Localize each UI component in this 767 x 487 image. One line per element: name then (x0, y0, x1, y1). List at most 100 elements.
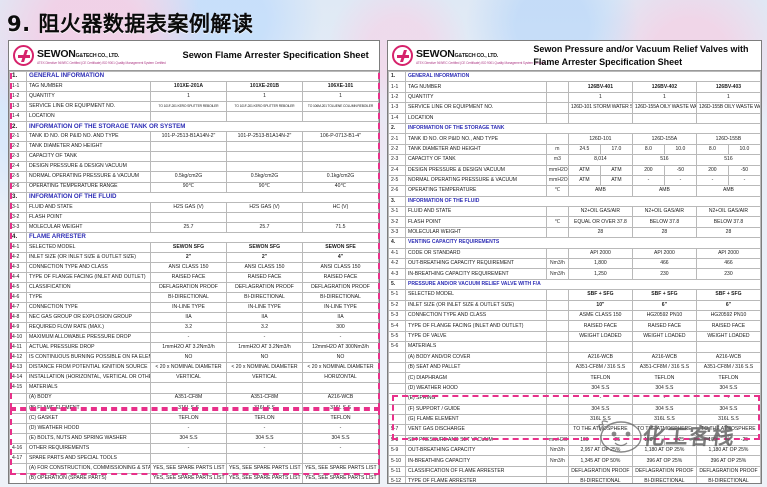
row-value-1: VERTICAL (150, 372, 227, 384)
spec-row: 1-4 LOCATION (388, 112, 761, 124)
row-label: TYPE OF VALVE (405, 330, 547, 343)
spec-row: 5-2 INLET SIZE (OR INLET SIZE & OUTLET SI… (388, 299, 761, 312)
row-label: MAXIMUM ALLOWABLE PRESSURE DROP (26, 332, 151, 344)
row-value-1: NOT APPLICABLE (150, 482, 227, 483)
spec-row: 5-1 SELECTED MODEL SBF + SFG SBF + SFG SBF +… (388, 289, 761, 301)
sheet-title-line2: Flame Arrester Specification Sheet (533, 56, 683, 67)
row-value-1: 25.7 (150, 221, 227, 233)
row-label: NEC GAS GROUP OR EXPLOSION GROUP (26, 312, 151, 324)
row-value-3: A351-CF8M / 316 S.S (695, 361, 761, 374)
row-unit (545, 476, 569, 483)
row-value-3: 316L S.S (302, 402, 379, 414)
spec-row: 2-2 TANK DIAMETER AND HEIGHT (9, 141, 379, 153)
row-value-2: ANSI CLASS 150 (226, 261, 303, 273)
row-label: OUT-BREATHING CAPACITY (405, 445, 547, 457)
row-value-2: < 20 x NOMINAL DIAMETER (226, 362, 303, 374)
row-value-1: TO 101F-201 KERO SPLITTER REBOILER (150, 101, 227, 113)
spec-row: (C) GASKET TEFLON TEFLON TEFLON (9, 412, 379, 424)
row-number: 5-12 (388, 476, 406, 483)
logo-sub: G&TECH CO., LTD. (454, 53, 499, 60)
row-value-3: HORIZONTAL (302, 372, 379, 384)
spec-row: 4-10 MAXIMUM ALLOWABLE PRESSURE DROP - - - (9, 332, 379, 344)
row-unit (545, 289, 569, 301)
row-label: SELECTED MODEL (405, 289, 547, 301)
row-label: CLASSIFICATION (26, 281, 151, 294)
row-number: 2-1 (388, 133, 406, 145)
sheet-header-left: SEWONG&TECH CO., LTD. ATEX Directive 94/… (9, 41, 379, 71)
spec-row: 4-6 TYPE BI-DIRECTIONAL BI-DIRECTIONAL BI-DI… (9, 292, 379, 304)
spec-row: 2-1 TANK ID NO. OR P&ID NO., AND TYPE 126D… (388, 133, 761, 145)
row-value-3 (302, 111, 379, 123)
row-number: 1-2 (388, 91, 406, 104)
row-number: 3-3 (388, 226, 406, 239)
spec-row: 3-1 FLUID AND STATE H2S GAS (V) H2S GAS (V)… (9, 201, 379, 213)
row-value-1: WEIGHT LOADED (567, 330, 633, 343)
row-value-3: 1 (302, 91, 379, 103)
row-label: DISTANCE FROM POTENTIAL IGNITION SOURCE (26, 362, 151, 374)
row-value-2: 230 (631, 268, 697, 280)
row-value-1: 10" (567, 299, 633, 312)
row-number: 1-3 (9, 101, 27, 113)
row-value-2 (226, 141, 303, 153)
row-value-2: N2+OIL GAS/AIR (631, 206, 697, 218)
row-unit (545, 320, 569, 332)
row-number (9, 482, 27, 483)
row-label: FLUID AND STATE (26, 201, 151, 213)
row-value-2: 2" (226, 251, 303, 263)
row-value-3: 71.5 (302, 221, 379, 233)
row-number (9, 422, 27, 434)
row-value-3: HC (V) (302, 201, 379, 213)
row-number: 4-11 (9, 342, 27, 354)
row-number: 2-2 (388, 143, 406, 156)
row-label: OUT-BREATHING CAPACITY REQUIREMENT (405, 258, 547, 270)
row-value-2 (226, 151, 303, 163)
row-value-2: 90℃ (226, 181, 303, 193)
row-label: (B) SEAT AND PALLET (405, 361, 547, 374)
row-label: CODE OR STANDARD (405, 247, 547, 260)
row-value-3: IN-LINE TYPE (302, 302, 379, 314)
row-value-1: 1,800 (567, 258, 633, 270)
row-value-1 (150, 382, 227, 394)
row-value-3: - (302, 332, 379, 344)
row-label: INLET SIZE (OR INLET SIZE & OUTLET SIZE) (405, 299, 547, 312)
row-number: 1-3 (388, 102, 406, 114)
row-value-1 (567, 341, 633, 353)
spec-row: 1-1 TAG NUMBER 126BV-401 126BV-402 126BV-403 (388, 81, 761, 93)
spec-row: 5-4 TYPE OF FLANGE FACING (INLET AND OUTL… (388, 320, 761, 332)
section-number: 3. (388, 195, 406, 208)
spec-section-row: 1. GENERAL INFORMATION (9, 70, 379, 83)
row-unit (545, 351, 569, 363)
flame-arrester-spec-sheet: SEWONG&TECH CO., LTD. ATEX Directive 94/… (8, 40, 380, 484)
row-value-1: 304 S.S (150, 432, 227, 444)
spec-row: (B) FLAME ELEMENT 316L S.S 316L S.S 316L S.… (9, 402, 379, 414)
row-value-2: YES, SEE SPARE PARTS LIST (226, 462, 303, 474)
row-value-3: TO 106M-201 TOLUENE COLUMN REBOILER (302, 101, 379, 113)
spec-row: 4-17 SPARE PARTS AND SPECIAL TOOLS (9, 452, 379, 464)
row-number: 1-2 (9, 91, 27, 103)
row-value-3: 6" (695, 299, 761, 312)
row-label: LOCATION (26, 111, 151, 123)
row-value-5: 200 (695, 164, 729, 176)
spec-row: 2-6 OPERATING TEMPERATURE RANGE 90℃ 90℃ 40℃ (9, 181, 379, 193)
spec-row: (C) DIAPHRAGM TEFLON TEFLON TEFLON (388, 372, 761, 384)
row-unit (545, 206, 569, 218)
row-label: SET PRESSURE AND SET VACUUM (405, 434, 547, 447)
row-value-3: ANSI CLASS 150 (302, 261, 379, 273)
row-label: TYPE OF FLAME ARRESTER (405, 476, 547, 483)
row-number: 4-2 (388, 258, 406, 270)
row-unit: m (545, 143, 569, 156)
row-label: (D) WEATHER HOOD (26, 422, 151, 434)
row-value-1: EQUAL OR OVER 37.8 (567, 216, 633, 228)
spec-row: 2-1 TANK ID NO. OR P&ID NO. AND TYPE 101-P… (9, 131, 379, 143)
row-value-3: DEFLAGRATION PROOF (302, 281, 379, 294)
row-value-1: 28 (567, 226, 633, 239)
row-value-2: HG20592 PN10 (631, 309, 697, 322)
row-value-2: - (226, 332, 303, 344)
row-value-1: N2+OIL GAS/AIR (567, 206, 633, 218)
row-number (388, 413, 406, 426)
row-label: CONNECTION TYPE (26, 302, 151, 314)
row-value-2: 126D-155A OILY WASTE WATER TANK (631, 102, 697, 114)
spec-row: 4-1 SELECTED MODEL SEWON SFG SEWON SFG SEWON… (9, 241, 379, 253)
row-value-3: SBF + SFG (695, 289, 761, 301)
row-value-3: TEFLON (302, 412, 379, 424)
